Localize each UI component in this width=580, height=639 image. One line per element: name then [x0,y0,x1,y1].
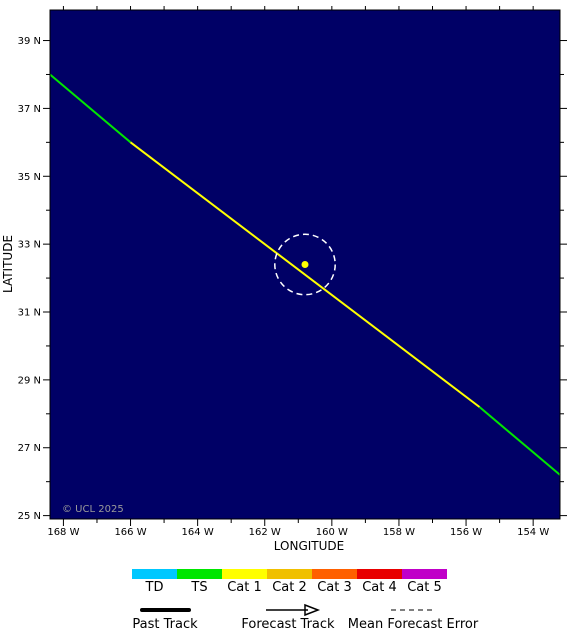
track-segment-0 [49,73,132,144]
forecast-track-label: Forecast Track [241,617,335,632]
x-axis-title: LONGITUDE [274,539,344,553]
x-tick-label: 158 W [383,527,415,538]
mean-error-label: Mean Forecast Error [348,617,479,632]
x-tick-label: 154 W [517,527,549,538]
past-track-label: Past Track [132,617,198,632]
legend-swatch-cat-1 [222,569,267,579]
y-tick-label: 35 N [18,172,41,183]
track-segment-1 [129,141,481,408]
x-tick-label: 160 W [316,527,348,538]
y-tick-label: 37 N [18,104,41,115]
track-legend: Past Track Forecast Track Mean Forecast … [132,603,479,632]
x-tick-label: 168 W [47,527,79,538]
forecast-arrow-icon [304,603,321,617]
legend-swatch-cat-3 [312,569,357,579]
plot-area [49,9,561,520]
y-tick-label: 27 N [18,443,41,454]
category-legend: TD TS Cat 1 Cat 2 Cat 3 Cat 4 Cat 5 [132,569,447,595]
legend-swatch-ts [177,569,222,579]
longitude-ticks: 168 W 166 W 164 W 162 W 160 W 158 W 156 W 154 W [47,6,549,538]
legend-label: Cat 5 [407,580,442,595]
current-position-marker [301,261,309,268]
track-segment-2 [478,406,561,476]
plot-border [49,9,561,520]
y-tick-label: 25 N [18,511,41,522]
legend-swatch-td [132,569,177,579]
x-tick-label: 156 W [450,527,482,538]
legend-label: TS [190,580,207,595]
x-tick-label: 162 W [249,527,281,538]
legend-label: Cat 2 [272,580,307,595]
forecast-error-circle [274,233,336,296]
legend-label: Cat 1 [227,580,262,595]
y-tick-label: 31 N [18,308,41,319]
legend-swatch-cat-5 [402,569,447,579]
legend-swatch-cat-2 [267,569,312,579]
legend-label: Cat 4 [362,580,397,595]
y-tick-label: 33 N [18,240,41,251]
legend-swatch-cat-4 [357,569,402,579]
legend-label: TD [145,580,164,595]
copyright-text: © UCL 2025 [62,504,124,515]
y-tick-label: 39 N [18,36,41,47]
x-tick-label: 166 W [114,527,146,538]
x-tick-label: 164 W [182,527,214,538]
legend-label: Cat 3 [317,580,352,595]
y-axis-title: LATITUDE [1,235,15,293]
y-tick-label: 29 N [18,375,41,386]
latitude-ticks: 25 N 27 N 29 N 31 N 33 N 35 N 37 N 39 N [18,36,567,522]
